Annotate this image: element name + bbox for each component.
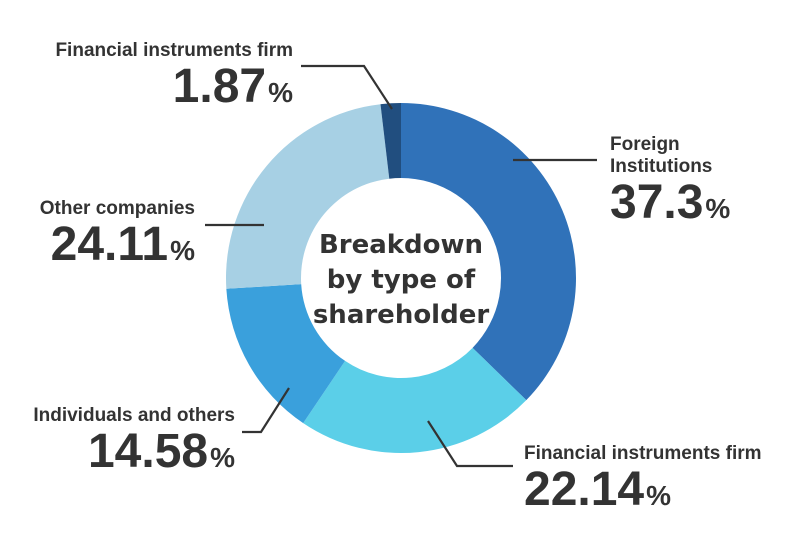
label-foreign-institutions: Foreign Institutions 37.3%: [610, 134, 730, 234]
value-number: 1.87: [172, 60, 267, 113]
donut-slice-foreign-institutions-0: [401, 103, 576, 401]
donut-slice-financial-instruments-firm-4: [380, 103, 401, 179]
center-title-line-2: by type of: [326, 265, 476, 295]
label-value: 24.11%: [40, 220, 195, 276]
center-title-line-1: Breakdown: [318, 230, 484, 260]
label-value: 22.14%: [524, 465, 762, 521]
percent-sign: %: [170, 235, 195, 266]
donut-slice-individuals-and-others-2: [226, 284, 346, 424]
leader-lines: [205, 64, 597, 468]
label-name: Financial instruments firm: [524, 443, 762, 464]
leader-line-individuals: [242, 387, 290, 434]
percent-sign: %: [705, 193, 731, 224]
value-number: 24.11: [50, 218, 169, 271]
label-financial-instruments-firm-small: Financial instruments firm 1.87%: [55, 40, 293, 118]
label-other-companies: Other companies 24.11%: [40, 198, 195, 276]
label-value: 14.58%: [33, 427, 235, 483]
label-name: Financial instruments firm: [55, 40, 293, 61]
donut-slice-other-companies-3: [226, 104, 390, 289]
center-title-line-3: shareholder: [312, 300, 490, 330]
label-value: 37.3%: [610, 178, 730, 234]
value-number: 37.3: [610, 176, 704, 229]
percent-sign: %: [268, 77, 293, 108]
donut-slice-financial-instruments-firm-1: [303, 347, 527, 453]
label-financial-instruments-firm-large: Financial instruments firm 22.14%: [524, 443, 762, 521]
chart-center-title: Breakdown by type of shareholder: [301, 228, 501, 333]
percent-sign: %: [210, 442, 235, 473]
leader-line-fin-large: [427, 420, 513, 468]
label-name: Foreign: [610, 134, 680, 155]
donut-slices: [226, 103, 576, 453]
leader-line-fin-small: [301, 64, 393, 110]
value-number: 22.14: [524, 463, 645, 516]
value-number: 14.58: [87, 425, 209, 478]
label-value: 1.87%: [55, 62, 293, 118]
label-name: Individuals and others: [33, 405, 235, 426]
label-individuals-and-others: Individuals and others 14.58%: [33, 405, 235, 483]
percent-sign: %: [646, 480, 672, 511]
label-name: Institutions: [610, 156, 713, 177]
label-name: Other companies: [39, 198, 195, 219]
